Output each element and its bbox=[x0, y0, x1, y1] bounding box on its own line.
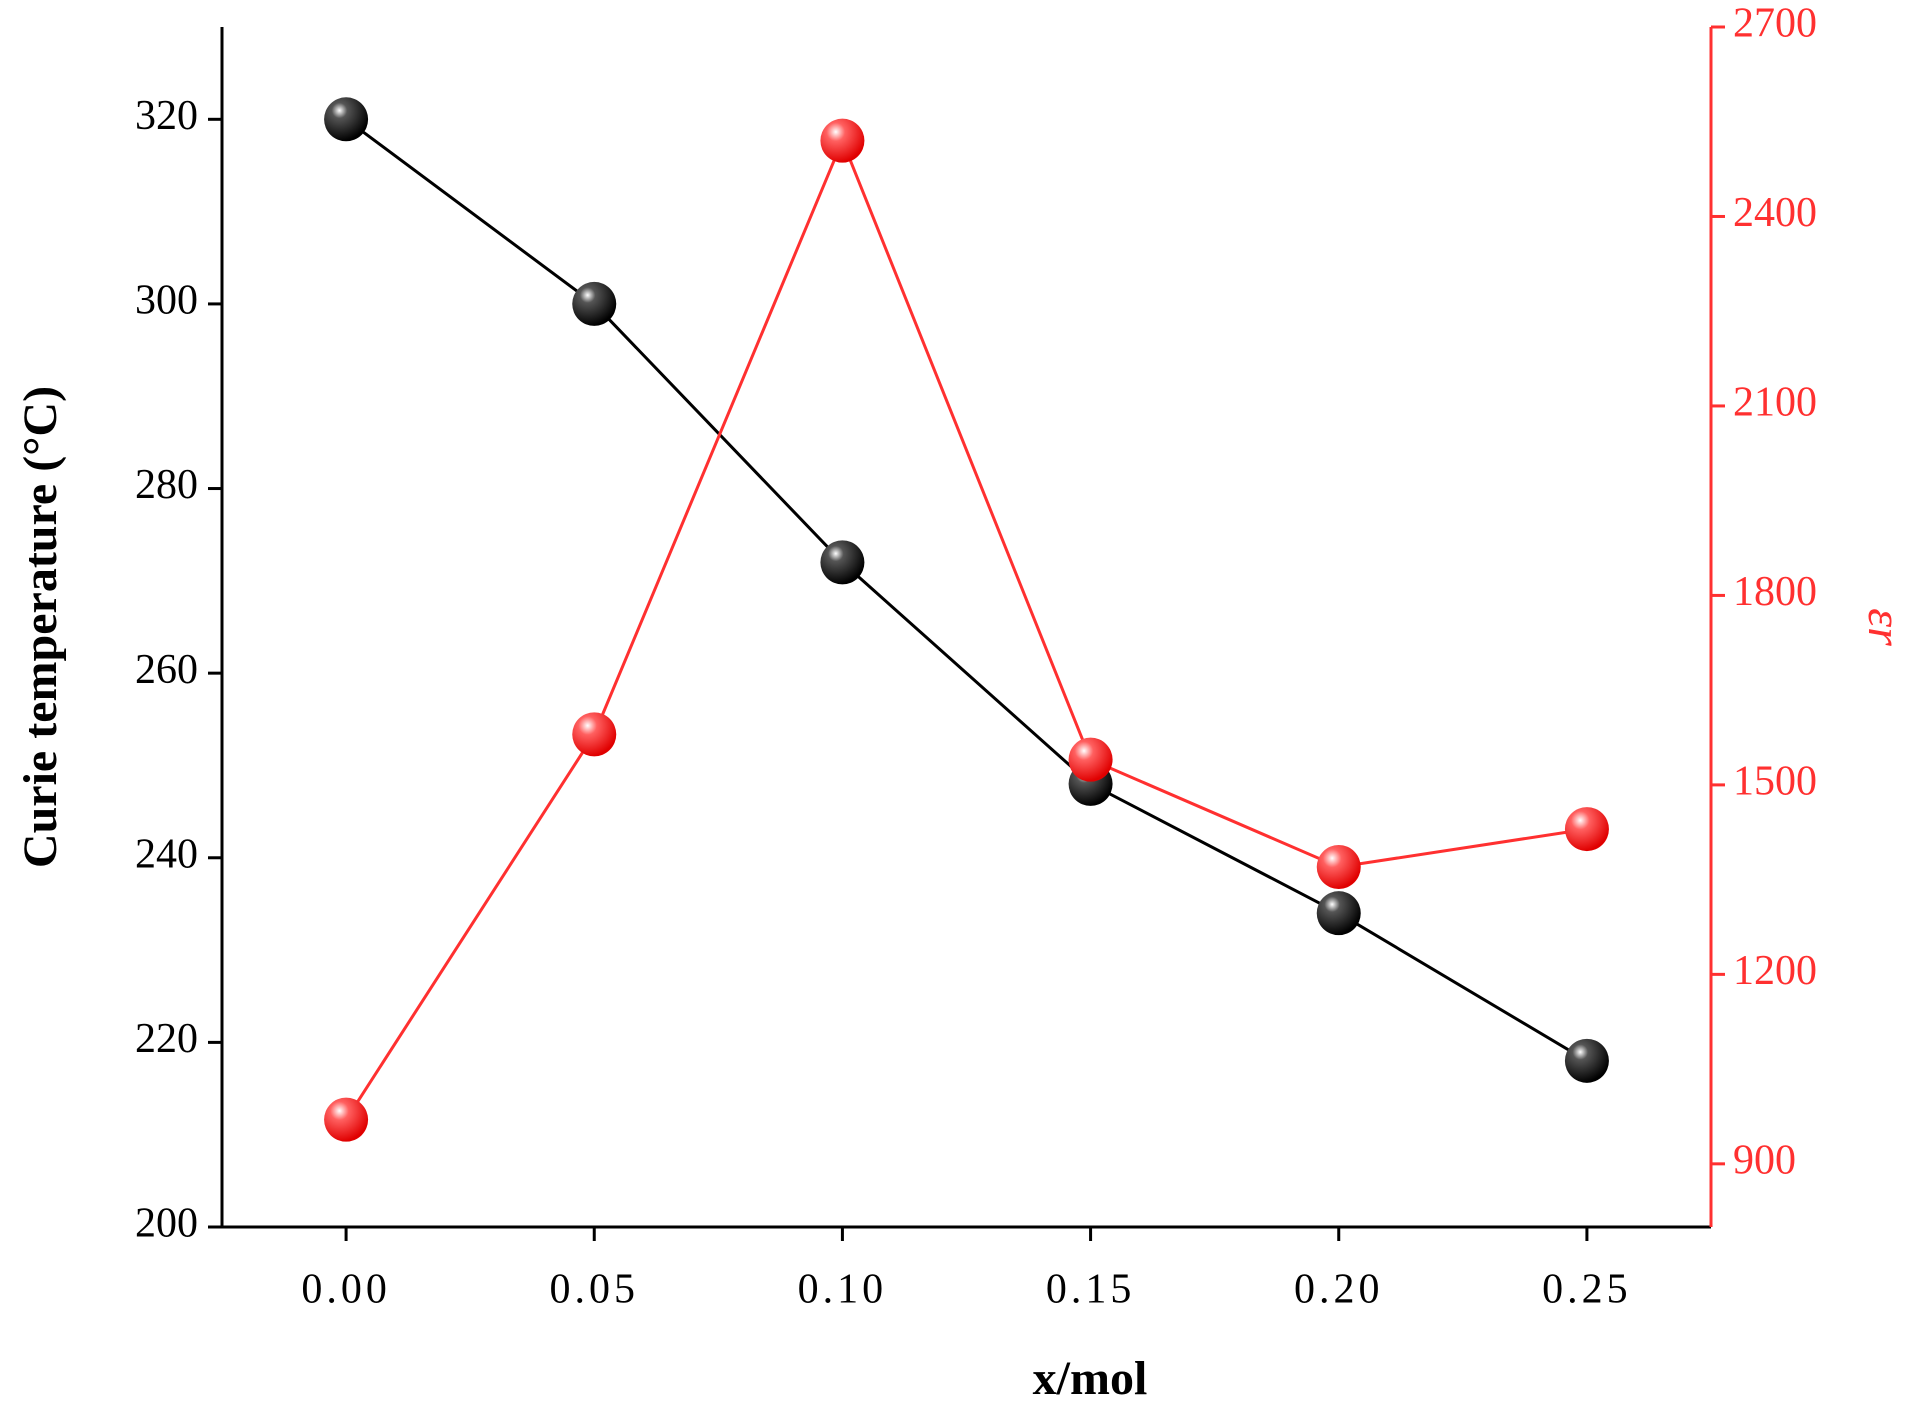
data-point bbox=[820, 540, 865, 585]
y2-tick-label: 2700 bbox=[1733, 1, 1817, 47]
x-tick-label: 0.15 bbox=[1046, 1267, 1136, 1313]
x-tick-label: 0.00 bbox=[301, 1267, 391, 1313]
data-point bbox=[1316, 891, 1361, 936]
x-tick-label: 0.25 bbox=[1542, 1267, 1632, 1313]
y2-tick-label: 1500 bbox=[1733, 759, 1817, 805]
data-point bbox=[1564, 807, 1609, 852]
data-point bbox=[324, 1097, 369, 1142]
x-tick-label: 0.05 bbox=[550, 1267, 640, 1313]
y2-tick-label: 900 bbox=[1733, 1137, 1796, 1183]
y2-tick-label: 1200 bbox=[1733, 948, 1817, 994]
y-tick-label: 220 bbox=[135, 1016, 198, 1062]
x-axis-title: x/mol bbox=[1033, 1352, 1148, 1405]
series-line bbox=[345, 118, 1588, 1063]
series-line bbox=[344, 136, 1588, 1121]
y-tick-label: 260 bbox=[135, 647, 198, 693]
x-tick-label: 0.10 bbox=[798, 1267, 888, 1313]
y-tick-label: 320 bbox=[135, 93, 198, 139]
data-point bbox=[820, 118, 865, 163]
y-tick-label: 280 bbox=[135, 462, 198, 508]
y2-axis-title: εr bbox=[1858, 608, 1911, 646]
data-point bbox=[1068, 737, 1113, 782]
data-point bbox=[572, 712, 617, 757]
y-tick-label: 240 bbox=[135, 831, 198, 877]
data-point bbox=[1564, 1038, 1609, 1083]
y2-tick-label: 1800 bbox=[1733, 569, 1817, 615]
y-tick-label: 200 bbox=[135, 1201, 198, 1247]
data-point bbox=[1316, 845, 1361, 889]
y-axis-title: Curie temperature (°C) bbox=[14, 386, 67, 868]
data-point bbox=[324, 97, 369, 142]
y2-tick-label: 2100 bbox=[1733, 380, 1817, 426]
data-point bbox=[572, 281, 617, 326]
y2-tick-label: 2400 bbox=[1733, 190, 1817, 236]
y-tick-label: 300 bbox=[135, 278, 198, 324]
x-tick-label: 0.20 bbox=[1294, 1267, 1384, 1313]
